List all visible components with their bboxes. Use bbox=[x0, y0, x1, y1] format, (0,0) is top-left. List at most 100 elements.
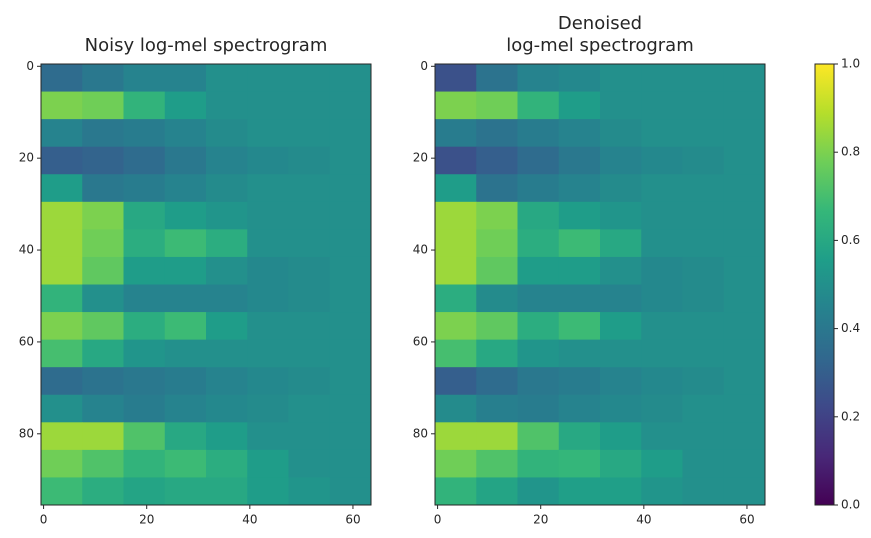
heatmap-cell bbox=[517, 64, 560, 93]
heatmap-cell bbox=[641, 339, 683, 368]
heatmap-cell bbox=[600, 477, 642, 506]
heatmap-cell bbox=[476, 201, 518, 230]
heatmap-cell bbox=[476, 64, 518, 93]
heatmap-cell bbox=[206, 146, 248, 175]
heatmap-cell bbox=[41, 477, 83, 506]
heatmap-cell bbox=[600, 256, 642, 285]
heatmap-cell bbox=[247, 64, 289, 93]
heatmap-cell bbox=[558, 477, 601, 506]
heatmap-cell bbox=[329, 64, 372, 93]
y-tick-label: 80 bbox=[19, 426, 34, 440]
plot-frame bbox=[40, 63, 372, 506]
heatmap-cell bbox=[288, 119, 331, 148]
heatmap-cell bbox=[723, 119, 766, 148]
heatmap-cell bbox=[682, 201, 725, 230]
x-tick-label: 20 bbox=[139, 513, 154, 527]
heatmap-cell bbox=[82, 119, 124, 148]
heatmap-cell bbox=[558, 201, 601, 230]
heatmap-cell bbox=[247, 312, 289, 341]
heatmap-cell bbox=[164, 394, 207, 423]
heatmap-cell bbox=[206, 229, 248, 258]
x-tick-label: 20 bbox=[533, 513, 548, 527]
heatmap-cell bbox=[206, 284, 248, 313]
heatmap-cell bbox=[206, 394, 248, 423]
heatmap-cell bbox=[41, 367, 83, 396]
heatmap-cell bbox=[723, 284, 766, 313]
heatmap-cell bbox=[435, 174, 477, 203]
heatmap-cell bbox=[164, 477, 207, 506]
chart-title: Denoised bbox=[558, 13, 642, 34]
heatmap-cell bbox=[435, 91, 477, 120]
heatmap-cell bbox=[164, 91, 207, 120]
heatmap-cell bbox=[558, 367, 601, 396]
heatmap-cell bbox=[641, 284, 683, 313]
heatmap-cell bbox=[682, 91, 725, 120]
heatmap-cell bbox=[723, 367, 766, 396]
heatmap-cell bbox=[82, 449, 124, 478]
heatmap-cell bbox=[164, 449, 207, 478]
heatmap-cell bbox=[723, 312, 766, 341]
heatmap-cell bbox=[517, 146, 560, 175]
heatmap-cell bbox=[329, 91, 372, 120]
heatmap-cell bbox=[723, 422, 766, 451]
heatmap-cell bbox=[247, 284, 289, 313]
heatmap-cell bbox=[247, 339, 289, 368]
heatmap-cell bbox=[123, 119, 166, 148]
heatmap-cell bbox=[723, 256, 766, 285]
heatmap-cell bbox=[600, 284, 642, 313]
heatmap-cell bbox=[123, 229, 166, 258]
heatmap-cell bbox=[517, 394, 560, 423]
heatmap-cell bbox=[517, 449, 560, 478]
heatmap-cell bbox=[206, 201, 248, 230]
plot-frame bbox=[434, 63, 766, 506]
heatmap-cell bbox=[82, 312, 124, 341]
heatmap-cell bbox=[641, 201, 683, 230]
heatmap-cell bbox=[329, 284, 372, 313]
heatmap-cell bbox=[329, 201, 372, 230]
x-tick-label: 60 bbox=[345, 513, 360, 527]
heatmap-cell bbox=[517, 91, 560, 120]
heatmap-cell bbox=[206, 449, 248, 478]
heatmap-cell bbox=[476, 91, 518, 120]
heatmap-cell bbox=[164, 256, 207, 285]
heatmap-cell bbox=[558, 394, 601, 423]
heatmap-cell bbox=[288, 174, 331, 203]
heatmap-cell bbox=[600, 339, 642, 368]
heatmap-cell bbox=[723, 477, 766, 506]
heatmap-cell bbox=[517, 256, 560, 285]
heatmap-cell bbox=[41, 339, 83, 368]
heatmap-cell bbox=[558, 449, 601, 478]
heatmap-cell bbox=[558, 339, 601, 368]
heatmap-cell bbox=[41, 422, 83, 451]
heatmap-cell bbox=[164, 174, 207, 203]
heatmap-cell bbox=[206, 256, 248, 285]
heatmap-cell bbox=[123, 449, 166, 478]
heatmap-cell bbox=[247, 91, 289, 120]
heatmap-cell bbox=[682, 477, 725, 506]
y-tick-label: 0 bbox=[26, 59, 34, 73]
heatmap-cell bbox=[82, 367, 124, 396]
heatmap-cell bbox=[206, 91, 248, 120]
heatmap-cell bbox=[476, 229, 518, 258]
heatmap-cell bbox=[206, 119, 248, 148]
heatmap-cell bbox=[164, 312, 207, 341]
heatmap-cell bbox=[41, 256, 83, 285]
heatmap-cell bbox=[288, 284, 331, 313]
heatmap-cell bbox=[82, 64, 124, 93]
heatmap-cell bbox=[41, 174, 83, 203]
heatmap-cell bbox=[329, 394, 372, 423]
heatmap-cell bbox=[723, 174, 766, 203]
heatmap-cell bbox=[329, 312, 372, 341]
heatmap-cell bbox=[82, 256, 124, 285]
heatmap-cell bbox=[600, 367, 642, 396]
heatmap-cell bbox=[723, 146, 766, 175]
heatmap-cell bbox=[247, 449, 289, 478]
heatmap-cell bbox=[476, 312, 518, 341]
heatmap-cell bbox=[641, 91, 683, 120]
chart-title: Noisy log-mel spectrogram bbox=[85, 35, 328, 56]
x-tick-label: 0 bbox=[434, 513, 442, 527]
heatmap-cell bbox=[41, 284, 83, 313]
heatmap-cell bbox=[723, 449, 766, 478]
heatmap-cell bbox=[723, 64, 766, 93]
